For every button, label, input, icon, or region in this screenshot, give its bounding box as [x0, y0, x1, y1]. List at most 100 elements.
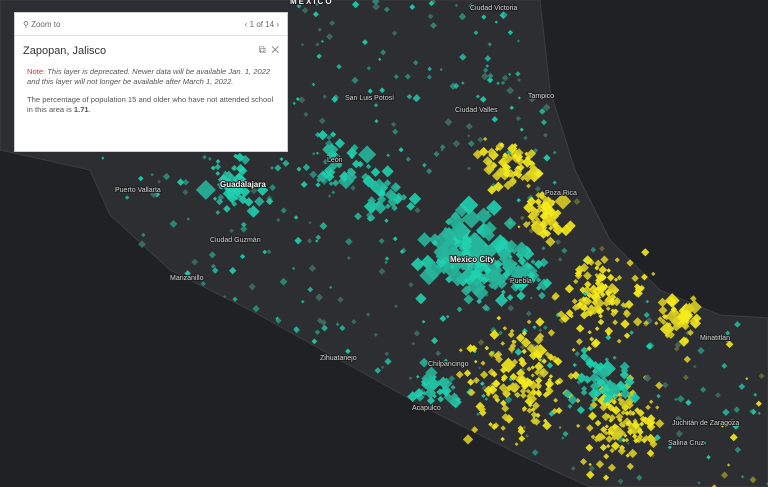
symbol	[603, 393, 613, 403]
symbol	[585, 424, 594, 432]
place-label: Chilpancingo	[428, 361, 469, 368]
symbol	[176, 178, 185, 186]
symbol	[655, 419, 665, 429]
symbol	[558, 425, 562, 430]
symbol	[519, 127, 524, 132]
symbol	[265, 197, 274, 206]
symbol	[560, 313, 570, 323]
symbol	[381, 165, 394, 178]
symbol	[706, 454, 711, 460]
symbol	[626, 259, 634, 267]
symbol	[538, 328, 543, 333]
symbol	[576, 301, 584, 309]
symbol	[567, 403, 573, 409]
symbol	[191, 258, 199, 266]
symbol	[440, 148, 444, 152]
pager[interactable]: ‹ 1 of 14 ›	[244, 19, 279, 29]
symbol	[494, 265, 503, 275]
symbol	[215, 210, 221, 215]
symbol	[232, 164, 237, 170]
symbol	[413, 330, 420, 337]
symbol	[631, 274, 639, 282]
symbol	[589, 372, 600, 384]
symbol	[292, 101, 296, 106]
symbol	[141, 232, 146, 238]
symbol	[477, 136, 484, 143]
symbol	[477, 339, 485, 346]
symbol	[525, 154, 532, 162]
symbol	[654, 434, 661, 441]
symbol	[518, 359, 527, 368]
popup-controls[interactable]: ⧉ ✕	[258, 45, 279, 56]
symbol	[195, 179, 216, 200]
symbol	[500, 399, 507, 407]
note-text: This layer is deprecated. Newer data wil…	[27, 67, 271, 86]
symbol	[618, 398, 628, 408]
place-label: Acapulco	[412, 405, 441, 412]
symbol	[319, 222, 328, 230]
popup-toolbar: ⚲ Zoom to ‹ 1 of 14 ›	[15, 13, 287, 36]
symbol	[346, 255, 351, 260]
symbol	[450, 361, 456, 367]
symbol	[641, 248, 650, 257]
symbol	[740, 475, 745, 479]
symbol	[491, 379, 501, 388]
symbol	[530, 395, 538, 403]
symbol	[543, 229, 552, 238]
symbol	[574, 351, 581, 357]
symbol	[507, 331, 515, 339]
symbol	[294, 236, 302, 245]
symbol	[734, 446, 742, 454]
symbol	[467, 388, 476, 397]
symbol	[347, 167, 353, 174]
symbol	[443, 358, 449, 364]
symbol	[674, 346, 680, 352]
symbol	[542, 196, 550, 204]
symbol	[497, 157, 509, 168]
symbol	[633, 437, 639, 444]
symbol	[631, 420, 641, 430]
symbol	[515, 115, 521, 122]
symbol	[274, 164, 282, 172]
symbol	[414, 207, 421, 214]
symbol	[202, 154, 207, 160]
symbol	[611, 399, 617, 405]
symbol	[450, 392, 459, 400]
symbol	[472, 149, 483, 160]
symbol	[580, 310, 589, 320]
symbol	[631, 433, 638, 440]
symbol	[538, 291, 546, 300]
symbol	[674, 341, 682, 349]
symbol	[616, 338, 622, 344]
symbol	[392, 128, 399, 135]
zoom-to[interactable]: ⚲ Zoom to	[23, 19, 61, 29]
symbol	[640, 273, 648, 281]
symbol	[522, 220, 530, 229]
symbol	[643, 311, 650, 319]
symbol	[530, 259, 536, 265]
symbol	[458, 12, 467, 21]
symbol	[262, 249, 267, 255]
symbol	[317, 53, 322, 58]
symbol	[315, 182, 321, 188]
symbol	[605, 413, 611, 419]
symbol	[726, 463, 731, 467]
symbol	[745, 377, 749, 381]
symbol	[322, 159, 329, 165]
symbol	[623, 433, 628, 438]
symbol	[445, 314, 450, 319]
symbol	[612, 319, 619, 326]
zoom-to-label[interactable]: Zoom to	[31, 19, 61, 29]
symbol	[521, 156, 533, 168]
symbol	[428, 0, 435, 7]
symbol	[699, 439, 707, 447]
symbol	[583, 375, 590, 382]
symbol	[481, 72, 489, 81]
symbol	[606, 273, 615, 282]
symbol	[383, 6, 390, 13]
symbol	[482, 136, 488, 142]
symbol	[620, 388, 631, 400]
place-label: Juchitán de Zaragoza	[672, 420, 739, 427]
symbol	[361, 172, 370, 182]
symbol	[589, 336, 595, 342]
